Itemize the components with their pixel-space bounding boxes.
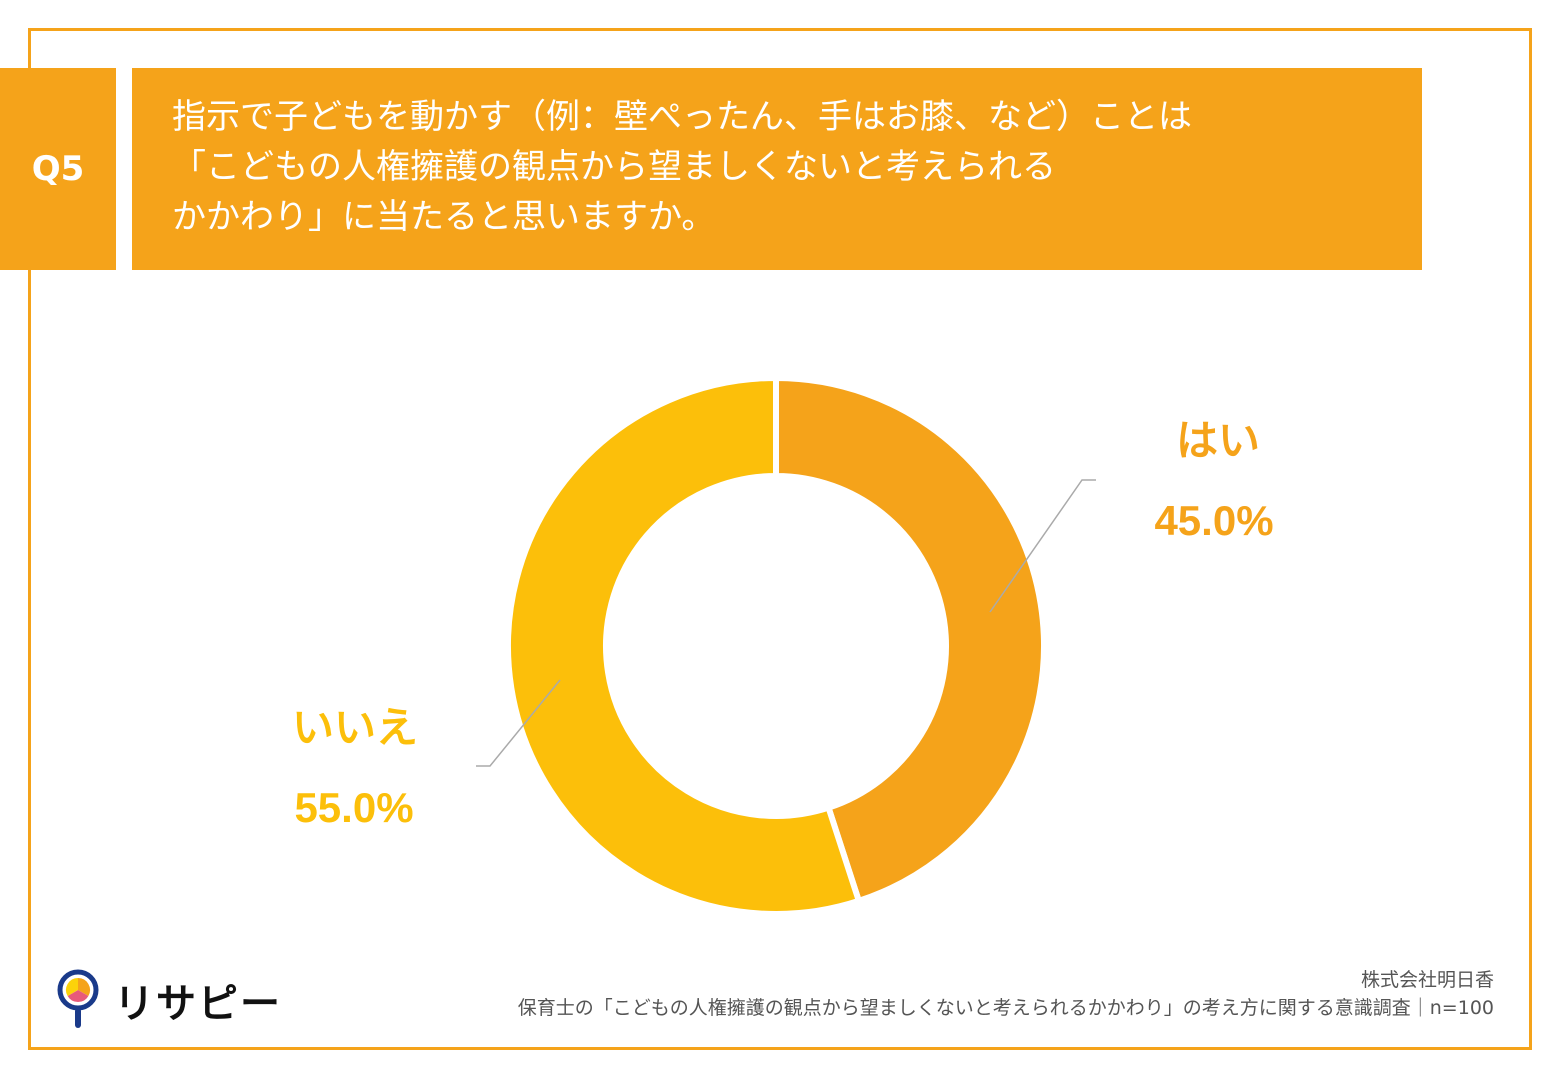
leader-line-yes xyxy=(989,479,1096,613)
chart-frame xyxy=(28,28,1532,1050)
question-number: Q5 xyxy=(31,149,85,189)
credit: 株式会社明日香 保育士の「こどもの人権擁護の観点から望ましくないと考えられるかか… xyxy=(518,966,1494,1022)
brand-logo: リサピー xyxy=(56,968,282,1032)
question-line-1: 指示で子どもを動かす（例：壁ぺったん、手はお膝、など）ことは xyxy=(172,97,1192,137)
credit-company: 株式会社明日香 xyxy=(1360,969,1494,991)
leader-line-no xyxy=(476,679,561,767)
pin-pie-icon xyxy=(57,969,99,1028)
question-box: 指示で子どもを動かす（例：壁ぺったん、手はお膝、など）ことは 「こどもの人権擁護… xyxy=(132,68,1422,270)
question-line-2: 「こどもの人権擁護の観点から望ましくないと考えられる xyxy=(172,147,1056,187)
slice-value-yes: 45.0% xyxy=(1154,497,1273,544)
slice-value-no: 55.0% xyxy=(294,784,413,831)
slice-label-yes: はい xyxy=(1176,416,1260,465)
credit-survey: 保育士の「こどもの人権擁護の観点から望ましくないと考えられるかかわり」の考え方に… xyxy=(517,997,1494,1019)
donut-slice-yes xyxy=(773,374,1047,905)
brand-logo-text: リサピー xyxy=(114,981,282,1027)
question-line-3: かかわり」に当たると思いますか。 xyxy=(172,197,716,237)
question-number-badge: Q5 xyxy=(0,68,116,270)
slice-label-no: いいえ xyxy=(292,703,418,752)
donut-slice-no xyxy=(505,374,863,917)
